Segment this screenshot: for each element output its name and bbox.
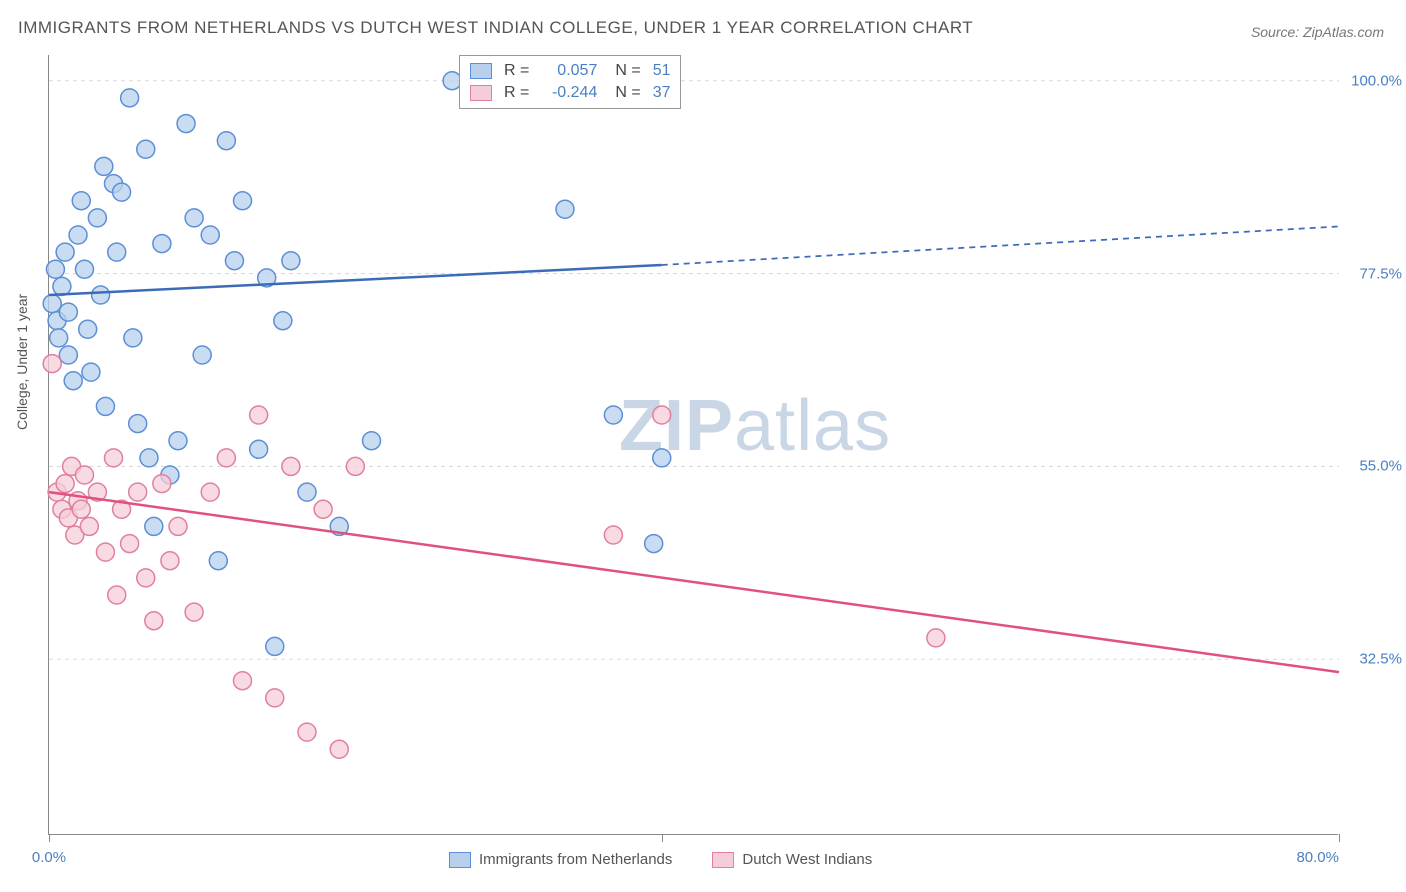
legend-label-dutch-west: Dutch West Indians <box>742 851 872 868</box>
n-label: N = <box>615 62 640 80</box>
x-tick <box>49 834 50 842</box>
x-tick <box>1339 834 1340 842</box>
y-tick-label: 77.5% <box>1359 265 1402 282</box>
legend-label-netherlands: Immigrants from Netherlands <box>479 851 672 868</box>
swatch-pink <box>470 85 492 101</box>
y-tick-label: 100.0% <box>1351 72 1402 89</box>
swatch-blue <box>470 63 492 79</box>
r-value-pink: -0.244 <box>537 84 597 102</box>
correlation-legend: R = 0.057 N = 51 R = -0.244 N = 37 <box>459 55 681 109</box>
source-label: Source: ZipAtlas.com <box>1251 24 1384 40</box>
legend-row-pink: R = -0.244 N = 37 <box>470 82 670 104</box>
series-legend: Immigrants from Netherlands Dutch West I… <box>449 851 872 868</box>
swatch-pink <box>712 852 734 868</box>
n-value-pink: 37 <box>653 84 671 102</box>
chart-svg <box>49 55 1338 834</box>
swatch-blue <box>449 852 471 868</box>
r-label: R = <box>504 84 529 102</box>
plot-area: ZIPatlas R = 0.057 N = 51 R = -0.244 N =… <box>48 55 1338 835</box>
r-value-blue: 0.057 <box>537 62 597 80</box>
y-tick-label: 32.5% <box>1359 651 1402 668</box>
x-tick <box>662 834 663 842</box>
legend-item-netherlands: Immigrants from Netherlands <box>449 851 672 868</box>
legend-item-dutch-west: Dutch West Indians <box>712 851 872 868</box>
n-label: N = <box>615 84 640 102</box>
y-axis-label: College, Under 1 year <box>14 294 30 430</box>
x-tick-label: 80.0% <box>1296 849 1339 866</box>
r-label: R = <box>504 62 529 80</box>
chart-title: IMMIGRANTS FROM NETHERLANDS VS DUTCH WES… <box>18 18 973 38</box>
n-value-blue: 51 <box>653 62 671 80</box>
legend-row-blue: R = 0.057 N = 51 <box>470 60 670 82</box>
x-tick-label: 0.0% <box>32 849 66 866</box>
y-tick-label: 55.0% <box>1359 458 1402 475</box>
